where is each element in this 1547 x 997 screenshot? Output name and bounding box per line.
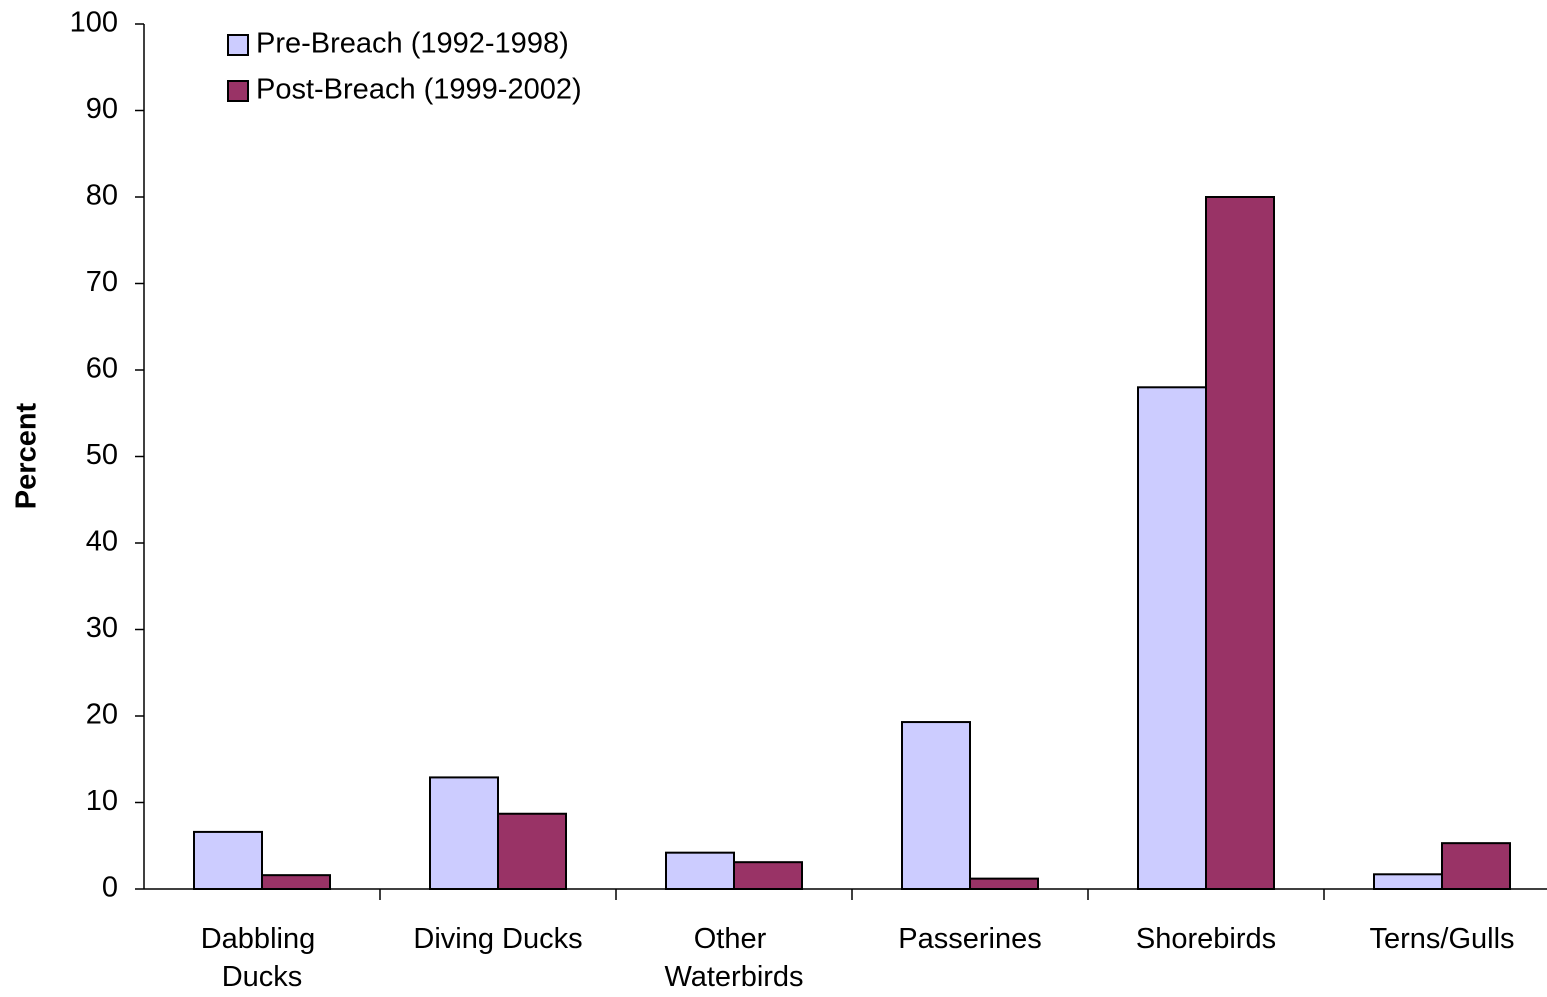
y-tick-label: 0 xyxy=(102,872,118,904)
bar xyxy=(1373,873,1443,890)
y-tick-label: 60 xyxy=(86,353,118,385)
y-tick-label: 70 xyxy=(86,266,118,298)
bar xyxy=(429,776,499,890)
y-tick-label: 20 xyxy=(86,699,118,731)
x-tick-label: Terns/Gulls xyxy=(1369,923,1514,955)
x-tick-label: Passerines xyxy=(898,923,1041,955)
legend-label: Post-Breach (1999-2002) xyxy=(256,74,582,106)
bar xyxy=(1205,196,1275,890)
bar xyxy=(261,874,331,890)
y-tick-label: 10 xyxy=(86,785,118,817)
y-tick-label: 80 xyxy=(86,180,118,212)
x-tick-label: Shorebirds xyxy=(1136,923,1276,955)
x-tick-label: Other Waterbirds xyxy=(664,923,803,993)
x-tick-label-line: Dabbling xyxy=(201,923,324,955)
y-tick-label: 30 xyxy=(86,612,118,644)
x-tick-label-line: Ducks xyxy=(222,961,303,993)
y-tick-label: 50 xyxy=(86,439,118,471)
bar xyxy=(1137,386,1207,890)
y-tick-label: 40 xyxy=(86,526,118,558)
y-tick-label: 100 xyxy=(70,7,118,39)
bar xyxy=(901,721,971,890)
legend-swatch xyxy=(227,34,249,56)
legend-swatch xyxy=(227,80,249,102)
x-tick-label-line: Other xyxy=(694,923,775,955)
legend-label: Pre-Breach (1992-1998) xyxy=(256,28,569,60)
bar xyxy=(497,812,567,890)
bar xyxy=(733,861,803,890)
x-tick-label: Diving Ducks xyxy=(413,923,582,955)
y-axis-label: Percent xyxy=(11,402,43,509)
bar xyxy=(665,851,735,890)
bar xyxy=(193,830,263,890)
x-tick-label-line: Waterbirds xyxy=(664,961,803,993)
bar xyxy=(1441,842,1511,891)
y-tick-label: 90 xyxy=(86,93,118,125)
bar xyxy=(969,877,1039,890)
x-tick-label: Dabbling Ducks xyxy=(201,923,324,993)
